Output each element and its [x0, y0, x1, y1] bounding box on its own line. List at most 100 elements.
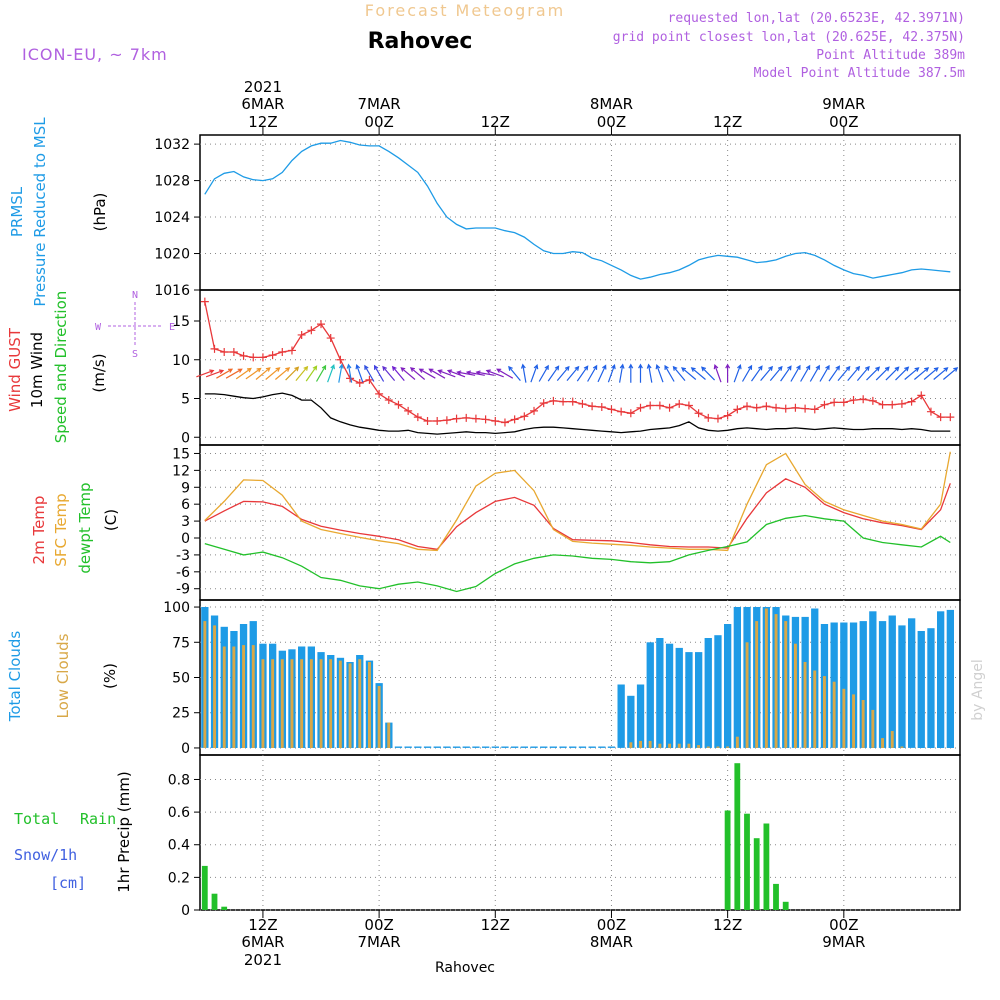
- wind-arrow: [790, 364, 801, 382]
- top-label-date: 8MAR: [590, 95, 633, 113]
- bar-low-clouds: [832, 681, 836, 748]
- y-tick-label: 0.6: [168, 805, 190, 821]
- gridpoint-coords: grid point closest lon,lat (20.625E, 42.…: [613, 30, 965, 45]
- gust-marker: [684, 401, 693, 410]
- bottom-label-hour: 00Z: [829, 916, 858, 934]
- location-title: Rahovec: [368, 29, 473, 54]
- y-tick-label: 6: [181, 497, 190, 513]
- bar-low-clouds: [232, 646, 236, 748]
- label-ms: (m/s): [90, 353, 108, 392]
- gust-marker: [888, 400, 897, 409]
- y-tick-label: 0: [181, 430, 190, 446]
- wind-arrow: [538, 364, 549, 382]
- top-label-date: 9MAR: [822, 95, 865, 113]
- bar-total-clouds: [433, 746, 441, 748]
- gust-marker: [549, 396, 558, 405]
- y-tick-label: 75: [172, 635, 190, 651]
- wind-arrow: [856, 365, 870, 381]
- bar-low-clouds: [368, 662, 371, 748]
- gust-marker: [559, 397, 568, 406]
- series-line-dewpt-temp: [204, 514, 951, 593]
- wind-arrow: [409, 367, 426, 380]
- wind-arrow: [508, 365, 521, 381]
- wind-arrow: [196, 369, 215, 378]
- wind-arrow: [885, 366, 900, 381]
- top-label-hour: 12Z: [248, 113, 277, 131]
- wind-arrow: [566, 365, 580, 381]
- wind-arrow: [446, 369, 466, 378]
- gust-marker: [510, 415, 519, 424]
- panel-wind: 0 5 10 15: [172, 289, 961, 446]
- bar-total-clouds: [569, 746, 577, 748]
- gust-marker: [481, 415, 490, 424]
- bar-low-clouds: [881, 738, 884, 748]
- wind-arrow: [607, 364, 616, 383]
- label-low-clouds: Low Clouds: [54, 633, 72, 718]
- bar-low-clouds: [726, 746, 730, 748]
- bar-low-clouds: [271, 659, 275, 748]
- bar-total-clouds: [559, 746, 567, 748]
- bar-total-clouds: [695, 652, 703, 748]
- wind-arrow: [437, 369, 456, 378]
- bar-total-clouds: [530, 746, 538, 748]
- bar-low-clouds: [861, 700, 865, 748]
- bar-total-clouds: [869, 611, 877, 748]
- bar-total-clouds: [908, 618, 916, 748]
- label-snow: Snow/1h: [14, 846, 77, 864]
- gust-marker: [839, 398, 848, 407]
- gust-marker: [442, 416, 451, 425]
- bar-total-clouds: [588, 746, 596, 748]
- wind-arrow: [485, 369, 504, 378]
- gust-marker: [491, 416, 500, 425]
- wind-arrow: [672, 365, 686, 381]
- bar-low-clouds: [358, 659, 362, 748]
- y-tick-label: 10: [172, 353, 190, 369]
- gust-marker: [229, 348, 238, 356]
- wind-arrow: [895, 366, 910, 381]
- wind-arrow: [400, 367, 416, 380]
- bar-low-clouds: [213, 625, 216, 748]
- y-tick-label: 1016: [154, 283, 190, 299]
- gust-marker: [239, 351, 248, 360]
- wind-arrow: [391, 365, 405, 381]
- y-tick-label: -3: [176, 548, 190, 564]
- bar-rain: [211, 893, 218, 910]
- gust-marker: [617, 407, 626, 416]
- gust-marker: [820, 400, 829, 409]
- bar-total-clouds: [724, 624, 732, 748]
- wind-arrow: [847, 365, 861, 381]
- bar-total-clouds: [840, 622, 848, 748]
- bar-total-clouds: [946, 609, 954, 748]
- wind-arrow: [780, 365, 792, 382]
- label-1hr-precip: 1hr Precip (mm): [115, 771, 133, 892]
- gust-marker: [646, 401, 655, 410]
- y-tick-label: 0.2: [168, 870, 190, 886]
- gust-marker: [200, 297, 209, 306]
- wind-arrow: [875, 366, 890, 381]
- gust-marker: [384, 396, 393, 405]
- y-tick-label: 0: [181, 903, 190, 919]
- y-tick-label: 1024: [154, 210, 190, 226]
- label-total-clouds: Total Clouds: [6, 631, 24, 723]
- wind-arrow: [315, 364, 327, 382]
- wind-arrow: [837, 365, 851, 381]
- bar-total-clouds: [520, 746, 528, 748]
- bar-rain: [221, 906, 228, 910]
- bar-total-clouds: [549, 746, 557, 748]
- top-label-hour: 00Z: [597, 113, 626, 131]
- gust-marker: [723, 411, 732, 420]
- wind-arrow: [346, 363, 353, 383]
- bar-low-clouds: [794, 643, 797, 748]
- wind-arrow: [418, 368, 436, 379]
- bar-total-clouds: [617, 684, 625, 748]
- gust-marker: [897, 399, 906, 408]
- gust-marker: [936, 413, 945, 422]
- top-label-hour: 00Z: [364, 113, 393, 131]
- y-tick-label: 1032: [154, 137, 190, 153]
- bar-total-clouds: [452, 746, 461, 748]
- y-tick-label: 9: [181, 480, 190, 496]
- compass-east: E: [169, 322, 175, 333]
- gust-marker: [907, 397, 916, 406]
